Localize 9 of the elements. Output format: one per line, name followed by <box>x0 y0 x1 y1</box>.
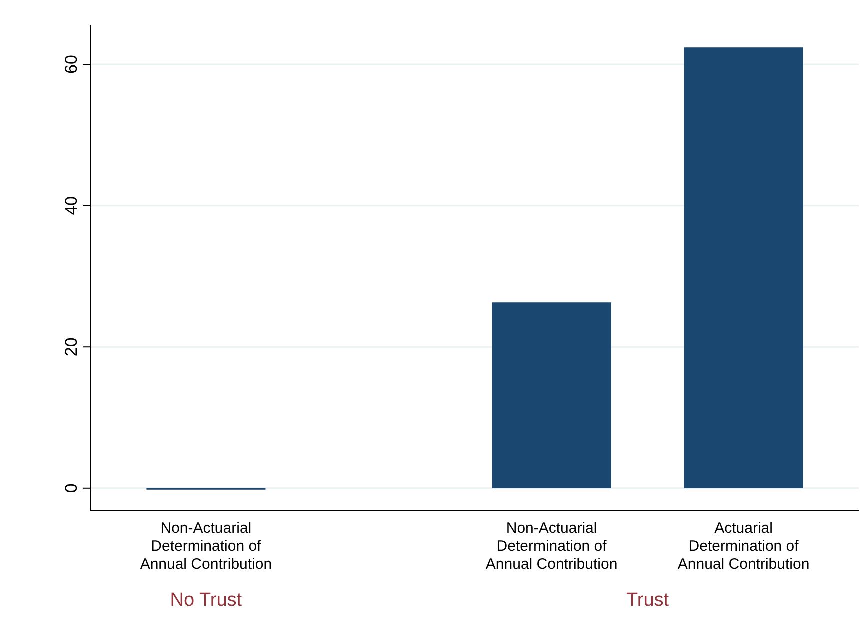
y-tick-label: 60 <box>62 55 81 74</box>
y-tick-label: 0 <box>62 484 81 494</box>
x-tick-label: Actuarial Determination of Annual Contribution <box>678 520 810 573</box>
x-tick-label: Non-Actuarial Determination of Annual Contribution <box>140 520 272 573</box>
y-tick-label: 40 <box>62 196 81 216</box>
text: No Trust <box>170 590 243 611</box>
y-tick-label: 20 <box>62 338 81 357</box>
text: Trust <box>626 590 670 611</box>
x-tick-label: Non-Actuarial Determination of Annual Contribution <box>486 520 618 573</box>
